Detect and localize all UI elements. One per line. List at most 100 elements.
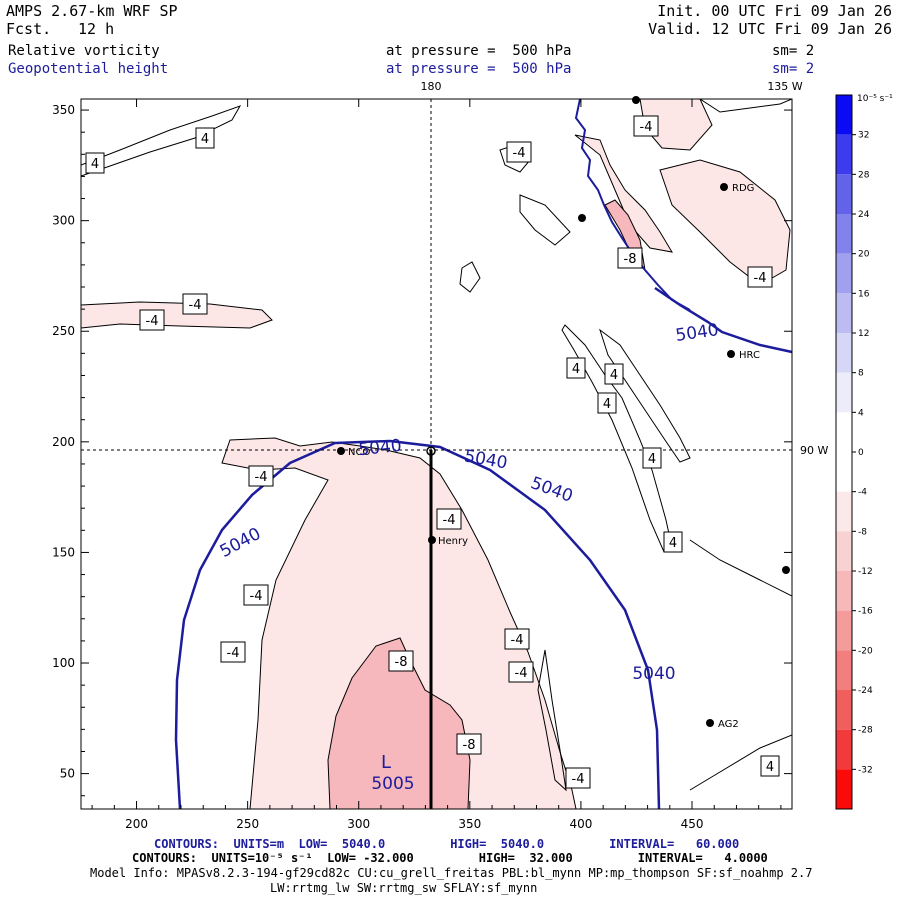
- low-center-value: 5005: [371, 774, 414, 794]
- vorticity-label: 4: [201, 132, 209, 147]
- vorticity-label-box: [248, 465, 274, 487]
- vorticity-label-box: [220, 641, 246, 663]
- height-contour-label: 5040: [358, 436, 403, 460]
- vorticity-label: -4: [227, 646, 240, 661]
- vorticity-fill-south: [221, 437, 577, 809]
- colorbar-swatch: [836, 491, 852, 532]
- x-tick-label: 450: [681, 817, 704, 831]
- station-marker: [706, 719, 714, 727]
- vorticity-label-box: [760, 755, 780, 777]
- vorticity-label: -8: [395, 655, 408, 670]
- footer-model-info-2: LW:rrtmg_lw SW:rrtmg_sw SFLAY:sf_mynn: [270, 881, 538, 895]
- colorbar-tick-label: -32: [858, 765, 873, 775]
- smoothing-vorticity: sm= 2: [772, 43, 815, 59]
- colorbar-swatch: [836, 95, 852, 135]
- colorbar-swatch: [836, 650, 852, 690]
- vorticity-label-layer: 4 4 -4 -4 -4 -4 -8 -4 -4 4 4 4 4 4 -4 -4 -4 -4 -4 -8 -8 -4 4: [85, 115, 780, 789]
- x-tick-label: 200: [125, 817, 148, 831]
- station-marker: [720, 183, 728, 191]
- vorticity-label-box: [642, 447, 662, 469]
- colorbar-tick-label: 4: [858, 408, 864, 418]
- colorbar-swatch: [836, 571, 852, 611]
- vorticity-label-box: [747, 266, 773, 288]
- vorticity-label-box: [504, 628, 530, 650]
- x-tick-label: 400: [569, 817, 592, 831]
- vorticity-fill-ne: [574, 134, 673, 253]
- vorticity-label: -4: [515, 666, 528, 681]
- colorbar-units: 10⁻⁵ s⁻¹: [857, 94, 893, 104]
- colorbar-tick-label: -8: [858, 527, 867, 537]
- colorbar-swatch: [836, 333, 852, 373]
- colorbar-tick-label: 20: [858, 250, 870, 260]
- vorticity-fill-east: [659, 159, 791, 286]
- vorticity-contour-pos-5: [689, 734, 792, 791]
- colorbar-tick-label: -28: [858, 726, 873, 736]
- vorticity-label: 4: [766, 760, 774, 775]
- vorticity-label: -4: [511, 633, 524, 648]
- vorticity-label: 4: [669, 536, 677, 551]
- x-tick-label: 300: [347, 817, 370, 831]
- height-contour-label: 5040: [674, 320, 720, 346]
- vorticity-label-box: [436, 508, 462, 530]
- colorbar-tick-label: 24: [858, 210, 870, 220]
- vorticity-label-box: [85, 152, 105, 174]
- vorticity-label: -4: [189, 298, 202, 313]
- colorbar-swatch: [836, 690, 852, 730]
- colorbar-swatch: [836, 531, 852, 571]
- vorticity-label: -4: [640, 120, 653, 135]
- vorticity-label: -4: [255, 470, 268, 485]
- colorbar-tick-label: 32: [858, 131, 869, 141]
- height-contour-label: 5040: [632, 664, 675, 684]
- x-axis: 200 250 300 350 400 450: [91, 99, 782, 831]
- footer-model-info: Model Info: MPASv8.2.3-194-gf29cd82c CU:…: [90, 866, 813, 880]
- low-center-letter: L: [381, 752, 391, 773]
- colorbar-swatch: [836, 372, 852, 413]
- colorbar-swatch: [836, 729, 852, 770]
- cross-section-origin: [426, 446, 436, 456]
- y-tick-label: 100: [52, 656, 75, 670]
- vorticity-label-box: [633, 115, 659, 137]
- vorticity-label-box: [456, 733, 482, 755]
- vorticity-contour-pos-8: [699, 99, 792, 113]
- y-tick-label: 200: [52, 435, 75, 449]
- pressure-vorticity: at pressure = 500 hPa: [386, 43, 572, 59]
- label-135w: 135 W: [767, 80, 802, 93]
- station-marker-unlabeled: [578, 214, 586, 222]
- vorticity-label: 4: [603, 397, 611, 412]
- colorbar-tick-label: -20: [858, 646, 873, 656]
- colorbar-tick-label: -4: [858, 488, 867, 498]
- coastline: [574, 99, 691, 311]
- vorticity-label: -4: [146, 314, 159, 329]
- y-tick-label: 300: [52, 214, 75, 228]
- vorticity-label-box: [182, 293, 208, 315]
- vorticity-label: 4: [572, 362, 580, 377]
- init-time: Init. 00 UTC Fri 09 Jan 26: [657, 2, 892, 20]
- colorbar-tick-label: 12: [858, 329, 869, 339]
- field-vorticity: Relative vorticity: [8, 43, 160, 59]
- vorticity-label: -4: [572, 772, 585, 787]
- station-layer: HRC RDG Henry AG2 NCO: [337, 96, 790, 730]
- footer-vorticity-contours: CONTOURS: UNITS=10⁻⁵ s⁻¹ LOW= -32.000 HI…: [132, 851, 768, 865]
- station-label: AG2: [718, 719, 739, 730]
- station-label: HRC: [739, 350, 760, 361]
- vorticity-label: -4: [250, 589, 263, 604]
- station-label: Henry: [438, 536, 468, 547]
- station-marker: [337, 447, 345, 455]
- colorbar-swatch: [836, 214, 852, 254]
- label-180: 180: [421, 80, 442, 93]
- plot-frame: [80, 98, 793, 810]
- vorticity-label-box: [566, 357, 586, 379]
- vorticity-label: 4: [91, 157, 99, 172]
- colorbar-swatch: [836, 293, 852, 333]
- colorbar-swatch: [836, 134, 852, 175]
- station-marker-unlabeled: [632, 96, 640, 104]
- field-height: Geopotential height: [8, 61, 169, 77]
- colorbar-tick-label: 8: [858, 369, 864, 379]
- colorbar-swatch: [836, 412, 852, 452]
- vorticity-contour-pos-1: [81, 105, 242, 177]
- vorticity-contour-pos-6: [519, 194, 571, 246]
- valid-time: Valid. 12 UTC Fri 09 Jan 26: [648, 20, 892, 38]
- vorticity-label-box: [565, 767, 591, 789]
- colorbar-swatch: [836, 610, 852, 651]
- vorticity-label: -4: [754, 271, 767, 286]
